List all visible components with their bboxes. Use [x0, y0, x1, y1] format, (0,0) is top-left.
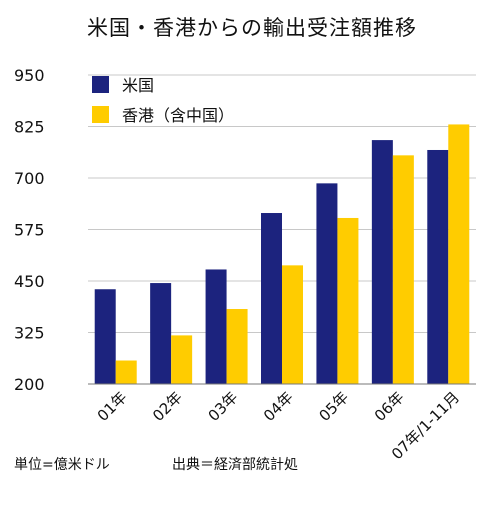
source-note: 出典＝経済部統計処	[172, 457, 298, 473]
us-bar	[150, 283, 172, 384]
us-bar	[94, 289, 116, 384]
us-bar	[371, 140, 393, 384]
x-tick-label: 01年	[94, 388, 131, 425]
chart-title: 米国・香港からの輸出受注額推移	[87, 16, 417, 40]
legend-swatch	[92, 106, 109, 123]
us-bar	[261, 213, 282, 384]
x-tick-label: 06年	[371, 388, 408, 425]
legend-label: 香港（含中国）	[122, 106, 234, 125]
y-tick-label: 700	[14, 169, 45, 188]
unit-note: 単位=億米ドル	[14, 457, 110, 473]
y-tick-label: 575	[14, 221, 45, 240]
hk-bar	[282, 265, 303, 384]
us-bar	[205, 269, 227, 384]
x-tick-label: 04年	[260, 388, 297, 425]
hk-bar	[448, 124, 470, 384]
hk-bar	[392, 155, 414, 384]
y-tick-label: 200	[14, 375, 45, 394]
x-tick-label: 02年	[149, 388, 186, 425]
legend-label: 米国	[122, 76, 154, 95]
y-tick-label: 825	[14, 118, 45, 137]
y-tick-label: 950	[14, 66, 45, 85]
us-bar	[316, 183, 338, 384]
hk-bar	[171, 335, 193, 384]
y-tick-label: 450	[14, 272, 45, 291]
hk-bar	[337, 217, 359, 384]
hk-bar	[115, 360, 137, 384]
x-tick-label: 03年	[205, 388, 242, 425]
us-bar	[427, 149, 449, 384]
legend-swatch	[92, 76, 109, 93]
x-tick-label: 05年	[315, 388, 352, 425]
hk-bar	[226, 309, 248, 384]
y-tick-label: 325	[14, 324, 45, 343]
